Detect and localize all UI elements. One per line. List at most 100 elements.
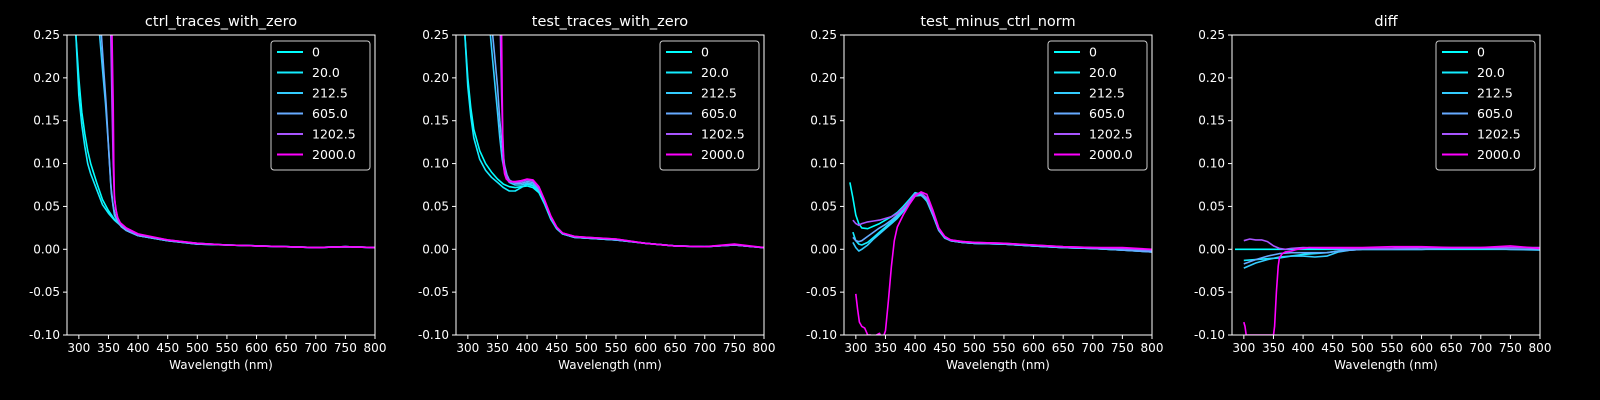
x-tick-label: 550 (1380, 341, 1403, 355)
legend-label: 1202.5 (1089, 127, 1133, 142)
y-tick-label: 0.05 (422, 199, 449, 213)
legend-label: 0 (1089, 45, 1097, 60)
chart-panel-3: test_minus_ctrl_norm 300 350 400 450 500 550 60… (806, 14, 1164, 372)
chart-panel-2: test_traces_with_zero 300 350 400 450 500 550 6… (418, 14, 776, 372)
x-axis-label: Wavelength (nm) (169, 358, 273, 372)
y-tick-label: 0.25 (33, 28, 60, 42)
x-tick-label: 400 (516, 341, 539, 355)
legend-label: 2000.0 (312, 147, 356, 162)
x-tick-label: 400 (1292, 341, 1315, 355)
x-tick-label: 500 (186, 341, 209, 355)
legend-label: 1202.5 (312, 127, 356, 142)
y-tick-label: 0.20 (33, 71, 60, 85)
y-tick-label: -0.05 (29, 285, 60, 299)
x-tick-label: 450 (156, 341, 179, 355)
y-tick-label: 0.15 (1198, 114, 1225, 128)
x-tick-label: 650 (1052, 341, 1075, 355)
x-tick-label: 700 (1081, 341, 1104, 355)
x-tick-label: 550 (604, 341, 627, 355)
y-tick-label: 0.10 (422, 157, 449, 171)
legend-label: 2000.0 (701, 147, 745, 162)
chart-title: test_minus_ctrl_norm (920, 14, 1075, 30)
x-tick-label: 750 (723, 341, 746, 355)
legend-label: 1202.5 (1477, 127, 1521, 142)
y-tick-label: 0.15 (422, 114, 449, 128)
y-tick-label: 0.10 (1198, 157, 1225, 171)
y-tick-label: 0.15 (33, 114, 60, 128)
y-tick-label: 0.05 (1198, 199, 1225, 213)
x-tick-label: 450 (545, 341, 568, 355)
x-axis-label: Wavelength (nm) (558, 358, 662, 372)
series-line-2000.0 (500, 35, 764, 249)
legend-label: 212.5 (312, 86, 348, 101)
legend: 0 20.0 212.5 605.0 1202.5 2000.0 (1047, 40, 1148, 171)
chart-panel-1: ctrl_traces_with_zero 300 350 400 450 500 550 6… (29, 14, 387, 372)
series-line-2000.0 (111, 35, 375, 249)
legend: 0 20.0 212.5 605.0 1202.5 2000.0 (659, 40, 760, 171)
y-tick-label: 0.20 (422, 71, 449, 85)
x-tick-label: 300 (844, 341, 867, 355)
x-tick-label: 300 (67, 341, 90, 355)
legend-label: 0 (1477, 45, 1485, 60)
y-tick-label: -0.05 (806, 285, 837, 299)
x-tick-label: 550 (215, 341, 238, 355)
x-tick-label: 350 (97, 341, 120, 355)
x-tick-label: 750 (1111, 341, 1134, 355)
x-tick-label: 800 (1141, 341, 1164, 355)
x-tick-label: 450 (933, 341, 956, 355)
legend-label: 212.5 (1477, 86, 1513, 101)
legend-label: 605.0 (1089, 106, 1125, 121)
x-tick-label: 550 (992, 341, 1015, 355)
axes-frame (455, 34, 765, 336)
x-tick-label: 700 (304, 341, 327, 355)
x-tick-label: 700 (693, 341, 716, 355)
y-tick-label: 0.00 (1198, 242, 1225, 256)
x-tick-label: 500 (575, 341, 598, 355)
series-lines (75, 35, 375, 249)
y-tick-label: 0.00 (810, 242, 837, 256)
x-tick-label: 600 (1410, 341, 1433, 355)
legend-label: 20.0 (1089, 65, 1117, 80)
x-tick-label: 650 (275, 341, 298, 355)
y-tick-label: 0.20 (1198, 71, 1225, 85)
y-tick-label: 0.20 (810, 71, 837, 85)
legend-label: 2000.0 (1477, 147, 1521, 162)
y-tick-label: -0.10 (1194, 328, 1225, 342)
legend-label: 605.0 (1477, 106, 1513, 121)
chart-panel-4: diff 300 350 400 450 500 550 600 650 700 750 800 -0.… (1194, 14, 1552, 372)
x-tick-label: 800 (364, 341, 387, 355)
y-tick-label: 0.10 (33, 157, 60, 171)
series-lines (1235, 238, 1540, 335)
x-tick-label: 600 (245, 341, 268, 355)
y-tick-label: -0.10 (806, 328, 837, 342)
series-lines (849, 182, 1152, 335)
y-tick-label: -0.10 (29, 328, 60, 342)
y-tick-label: 0.00 (422, 242, 449, 256)
y-tick-label: 0.25 (810, 28, 837, 42)
chart-title: ctrl_traces_with_zero (145, 14, 297, 30)
legend-label: 2000.0 (1089, 147, 1133, 162)
legend-label: 605.0 (701, 106, 737, 121)
x-tick-label: 400 (904, 341, 927, 355)
legend: 0 20.0 212.5 605.0 1202.5 2000.0 (270, 40, 371, 171)
y-tick-label: 0.15 (810, 114, 837, 128)
x-tick-label: 450 (1321, 341, 1344, 355)
x-tick-label: 600 (634, 341, 657, 355)
chart-title: test_traces_with_zero (532, 14, 689, 30)
legend-label: 605.0 (312, 106, 348, 121)
legend-label: 0 (701, 45, 709, 60)
x-tick-label: 300 (1232, 341, 1255, 355)
x-axis-label: Wavelength (nm) (1334, 358, 1438, 372)
series-line-2000.0 (1243, 245, 1540, 335)
x-tick-label: 700 (1469, 341, 1492, 355)
y-tick-label: 0.25 (422, 28, 449, 42)
x-tick-label: 750 (334, 341, 357, 355)
x-tick-label: 650 (664, 341, 687, 355)
x-tick-label: 350 (1262, 341, 1285, 355)
axes-frame (66, 34, 376, 336)
y-tick-label: 0.00 (33, 242, 60, 256)
x-tick-label: 400 (127, 341, 150, 355)
legend-label: 212.5 (1089, 86, 1125, 101)
y-tick-label: 0.10 (810, 157, 837, 171)
